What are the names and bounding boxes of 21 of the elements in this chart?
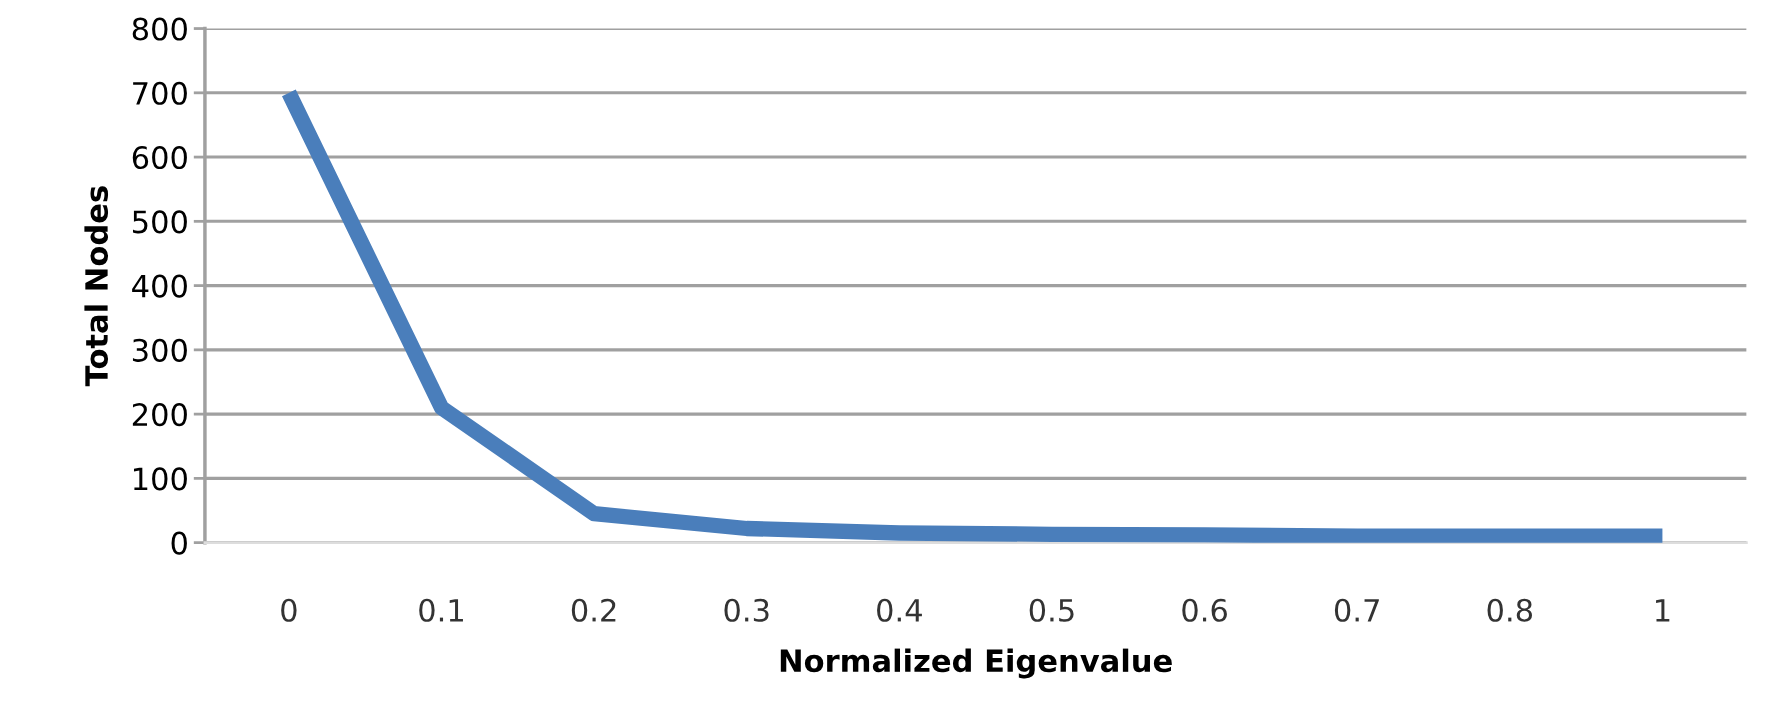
x-tick-label: 0 [281, 598, 297, 622]
x-tick-label: 0.5 [1029, 598, 1074, 622]
x-tick-label: 0.4 [877, 598, 922, 622]
y-tick-label: 800 [132, 17, 187, 41]
x-tick-label: 0.6 [1182, 598, 1227, 622]
y-tick-label: 300 [132, 338, 187, 362]
x-axis-title: Normalized Eigenvalue [780, 648, 1172, 679]
y-axis-title: Total Nodes [84, 186, 109, 387]
y-tick-label: 700 [133, 81, 187, 105]
y-tick-label: 200 [132, 403, 187, 427]
y-tick-label: 100 [133, 467, 187, 491]
x-tick-label: 0.2 [571, 598, 616, 622]
x-tick-label: 0.7 [1334, 598, 1379, 622]
y-tick-label: 400 [132, 274, 187, 298]
x-tick-label: 1 [1656, 599, 1670, 622]
x-tick-label: 0.1 [419, 598, 463, 622]
y-tick-label: 600 [132, 146, 187, 170]
y-tick-label: 0 [171, 531, 187, 555]
x-tick-label: 0.8 [1487, 598, 1533, 622]
x-tick-label: 0.3 [724, 598, 769, 622]
y-tick-label: 500 [132, 210, 187, 234]
